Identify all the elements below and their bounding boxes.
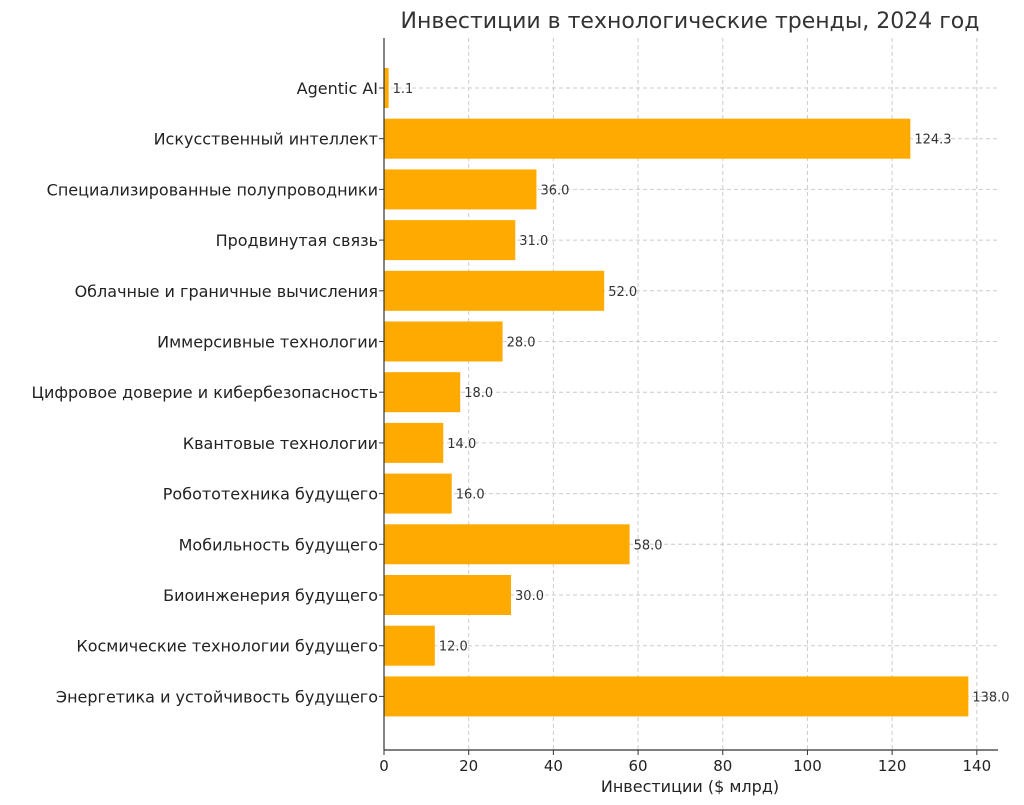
value-label: 31.0 (519, 234, 548, 249)
value-label: 36.0 (540, 183, 569, 198)
value-label: 138.0 (972, 690, 1009, 705)
x-axis-label: Инвестиции ($ млрд) (601, 777, 779, 796)
value-label: 12.0 (439, 640, 468, 655)
bar (384, 676, 969, 717)
x-tick-label: 100 (793, 757, 822, 775)
category-label: Робототехника будущего (163, 485, 378, 504)
value-label: 14.0 (447, 437, 476, 452)
category-label: Иммерсивные технологии (157, 333, 378, 352)
bar (384, 68, 389, 108)
value-label: 30.0 (515, 589, 544, 604)
x-tick-label: 40 (544, 757, 563, 775)
category-label: Энергетика и устойчивость будущего (56, 687, 378, 706)
category-label: Квантовые технологии (183, 434, 378, 453)
value-label: 28.0 (507, 336, 536, 351)
value-label: 124.3 (914, 133, 951, 148)
labels-layer: 0 20 40 60 80 100 120 140 Agentic AI 1.1 Искусстве… (32, 79, 1010, 775)
x-tick-label: 0 (379, 757, 389, 775)
x-tick-label: 60 (629, 757, 648, 775)
value-label: 58.0 (634, 538, 663, 553)
value-label: 18.0 (464, 386, 493, 401)
x-tick-label: 140 (963, 757, 992, 775)
bars-layer (384, 68, 969, 717)
category-label: Мобильность будущего (179, 535, 378, 554)
bar (384, 625, 435, 666)
bar (384, 575, 512, 615)
category-label: Космические технологии будущего (76, 637, 378, 656)
x-tick-label: 20 (459, 757, 478, 775)
bar (384, 372, 461, 413)
axes-layer (379, 38, 998, 755)
bar (384, 118, 911, 159)
bar (384, 169, 537, 210)
bar (384, 422, 444, 463)
value-label: 1.1 (393, 82, 414, 97)
category-label: Agentic AI (297, 79, 378, 98)
chart-title: Инвестиции в технологические тренды, 202… (401, 9, 980, 34)
category-label: Биоинженерия будущего (163, 586, 378, 605)
value-label: 16.0 (456, 488, 485, 503)
category-label: Цифровое доверие и кибербезопасность (32, 383, 378, 402)
value-label: 52.0 (608, 285, 637, 300)
x-tick-label: 80 (713, 757, 732, 775)
bar (384, 220, 516, 261)
category-label: Продвинутая связь (216, 231, 378, 250)
bar (384, 270, 605, 311)
category-label: Облачные и граничные вычисления (75, 282, 378, 301)
x-tick-label: 120 (878, 757, 907, 775)
category-label: Искусственный интеллект (154, 130, 378, 149)
category-label: Специализированные полупроводники (47, 180, 378, 199)
bar (384, 321, 503, 362)
bar (384, 524, 630, 565)
bar (384, 473, 452, 514)
